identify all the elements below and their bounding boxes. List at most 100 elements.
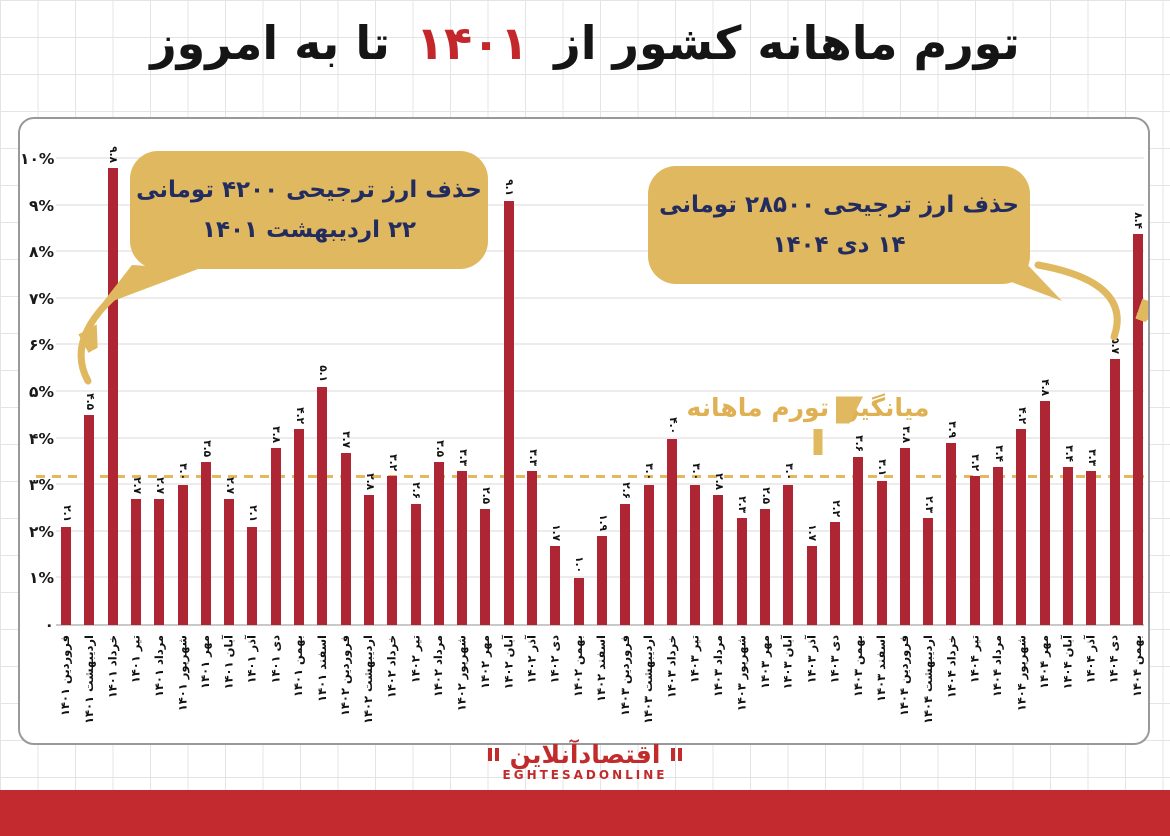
- x-tick-label: آبان ۱۴۰۱: [221, 635, 236, 690]
- page-title: تورم ماهانه کشور از ۱۴۰۱ تا به امروز: [0, 16, 1170, 70]
- x-tick-label: دی ۱۴۰۴: [1107, 635, 1121, 684]
- chart-panel: ۱۰% ۹% ۸% ۷% ۶% ۵% ۴% ۳% ۲% ۱% ۰ ۲.۱ فروردین ۱۴۰۱ ۴.…: [18, 117, 1150, 745]
- bar-value-label: ۲.۷: [223, 477, 236, 495]
- bar-خرداد ۱۴۰۱: [107, 168, 118, 625]
- callout-28500-toman: حذف ارز ترجیحی ۲۸۵۰۰ تومانی ۱۴ دی ۱۴۰۴: [648, 166, 1030, 284]
- x-tick-label: بهمن ۱۴۰۲: [571, 635, 586, 698]
- x-tick-label: مهر ۱۴۰۲: [477, 635, 492, 689]
- x-tick-label: آبان ۱۴۰۴: [1060, 635, 1075, 690]
- x-tick-label: مرداد ۱۴۰۲: [431, 635, 446, 698]
- bar-value-label: ۳.۳: [456, 449, 469, 467]
- x-tick-label: مهر ۱۴۰۴: [1037, 635, 1052, 689]
- bar-آذر ۱۴۰۱: [247, 527, 258, 625]
- x-tick-label: اسفند ۱۴۰۲: [594, 635, 609, 702]
- bar-value-label: ۳.۰: [643, 463, 655, 481]
- x-tick-label: آذر ۱۴۰۲: [524, 635, 539, 684]
- bar-تیر ۱۴۰۳: [690, 485, 701, 625]
- x-tick-label: اردیبهشت ۱۴۰۱: [81, 635, 96, 725]
- logo-tick-left: [487, 746, 501, 765]
- bar-value-label: ۳.۰: [689, 463, 702, 481]
- x-tick-label: خرداد ۱۴۰۳: [664, 635, 679, 699]
- gridline-10pct: [56, 157, 1144, 159]
- y-tick-label: ۷%: [29, 289, 54, 308]
- y-tick-label: ۸%: [29, 243, 54, 262]
- bar-value-label: ۴.۲: [293, 407, 306, 425]
- bar-value-label: ۸.۴: [1132, 211, 1145, 229]
- gridline-9pct: [56, 203, 1144, 206]
- bar-value-label: ۲.۵: [759, 486, 772, 504]
- bar-اردیبهشت ۱۴۰۱: [84, 415, 95, 625]
- bar-خرداد ۱۴۰۴: [946, 443, 957, 625]
- bar-مهر ۱۴۰۳: [760, 508, 770, 625]
- x-tick-label: فروردین ۱۴۰۱: [58, 635, 73, 717]
- callout-4200-toman: حذف ارز ترجیحی ۴۲۰۰ تومانی ۲۲ اردیبهشت ۱…: [130, 151, 488, 269]
- y-tick-label: ۶%: [29, 336, 54, 355]
- x-tick-label: دی ۱۴۰۱: [268, 635, 283, 684]
- callout-1-line-1: حذف ارز ترجیحی ۴۲۰۰ تومانی: [136, 176, 482, 203]
- bar-value-label: ۲.۳: [736, 496, 749, 513]
- bar-بهمن ۱۴۰۴: [1132, 233, 1143, 625]
- eghtesadonline-logo: اقتصادآنلاین EGHTESADONLINE: [0, 742, 1170, 783]
- x-tick-label: شهریور ۱۴۰۲: [454, 635, 469, 712]
- callout-1-line-2: ۲۲ اردیبهشت ۱۴۰۱: [201, 217, 417, 243]
- gridline-2pct: [56, 529, 1144, 532]
- bar-value-label: ۴.۵: [83, 393, 96, 411]
- bar-value-label: ۳.۲: [969, 454, 982, 471]
- y-tick-label: ۹%: [29, 196, 54, 215]
- bar-value-label: ۹.۱: [503, 179, 516, 196]
- x-tick-label: بهمن ۱۴۰۳: [850, 635, 865, 698]
- bar-آبان ۱۴۰۴: [1062, 466, 1073, 625]
- y-tick-label: ۱%: [29, 569, 54, 588]
- bar-value-label: ۳.۵: [200, 440, 213, 457]
- bar-value-label: ۱.۷: [806, 523, 819, 541]
- x-tick-label: شهریور ۱۴۰۳: [734, 635, 749, 712]
- bar-فروردین ۱۴۰۱: [61, 527, 71, 625]
- bar-value-label: ۴.۸: [1039, 379, 1052, 397]
- bar-value-label: ۲.۳: [922, 496, 935, 513]
- y-tick-label: ۲%: [29, 522, 54, 541]
- callout-2-line-2: ۱۴ دی ۱۴۰۴: [772, 232, 906, 258]
- gridline-8pct: [56, 250, 1144, 253]
- bar-تیر ۱۴۰۲: [410, 503, 421, 625]
- bar-شهریور ۱۴۰۳: [736, 517, 747, 625]
- y-tick-label: ۰: [44, 616, 54, 634]
- x-tick-label: آذر ۱۴۰۴: [1083, 635, 1098, 684]
- bar-value-label: ۳.۸: [270, 426, 283, 443]
- bar-فروردین ۱۴۰۳: [620, 503, 631, 625]
- bar-دی ۱۴۰۲: [550, 545, 561, 625]
- bar-مهر ۱۴۰۲: [480, 508, 491, 625]
- y-tick-label: ۵%: [29, 383, 54, 401]
- bar-فروردین ۱۴۰۴: [899, 447, 910, 625]
- x-tick-label: شهریور ۱۴۰۱: [175, 635, 189, 712]
- x-tick-label: دی ۱۴۰۲: [547, 635, 562, 684]
- bar-value-label: ۳.۰: [177, 463, 189, 481]
- x-tick-label: فروردین ۱۴۰۲: [338, 635, 353, 717]
- bar-مهر ۱۴۰۴: [1039, 401, 1050, 625]
- title-prefix: تورم ماهانه کشور از: [554, 16, 1021, 70]
- bar-value-label: ۳.۸: [899, 426, 912, 443]
- bar-خرداد ۱۴۰۲: [387, 475, 398, 625]
- bar-خرداد ۱۴۰۳: [666, 438, 677, 625]
- x-tick-label: مهر ۱۴۰۳: [757, 635, 772, 689]
- x-tick-label: آذر ۱۴۰۳: [804, 635, 819, 684]
- bar-value-label: ۳.۳: [1085, 449, 1098, 467]
- bar-value-label: ۳.۷: [340, 430, 353, 448]
- bar-اردیبهشت ۱۴۰۲: [363, 494, 374, 625]
- bar-فروردین ۱۴۰۲: [340, 452, 351, 625]
- bar-value-label: ۲.۸: [363, 472, 376, 490]
- bar-آذر ۱۴۰۳: [806, 545, 817, 625]
- bar-بهمن ۱۴۰۱: [294, 429, 304, 625]
- x-tick-label: بهمن ۱۴۰۱: [291, 635, 306, 698]
- gridline-7pct: [56, 296, 1144, 299]
- x-tick-label: آبان ۱۴۰۳: [780, 635, 795, 690]
- bar-آذر ۱۴۰۲: [527, 471, 537, 625]
- bar-value-label: ۳.۶: [852, 435, 865, 453]
- bar-اسفند ۱۴۰۳: [876, 480, 887, 625]
- bar-شهریور ۱۴۰۲: [457, 471, 468, 625]
- bar-value-label: ۱.۷: [549, 523, 562, 541]
- bar-اردیبهشت ۱۴۰۳: [643, 485, 654, 625]
- x-tick-label: فروردین ۱۴۰۳: [617, 635, 632, 717]
- bar-مرداد ۱۴۰۳: [713, 494, 724, 625]
- bar-اسفند ۱۴۰۲: [596, 536, 607, 625]
- bar-value-label: ۲.۷: [153, 477, 166, 495]
